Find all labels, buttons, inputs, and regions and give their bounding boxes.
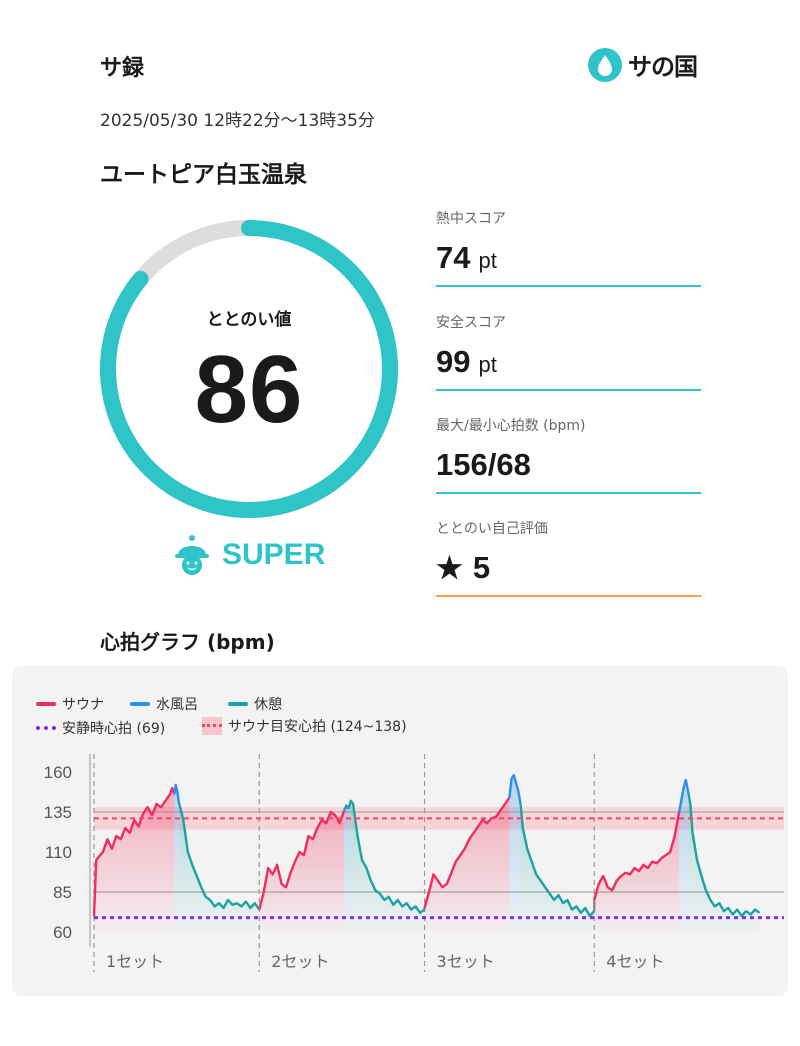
cold-bath-area bbox=[174, 784, 179, 932]
legend-cold-bath: 水風呂 bbox=[130, 694, 198, 714]
sauna-hr-line bbox=[92, 786, 176, 917]
y-tick-label: 60 bbox=[53, 923, 72, 942]
heat-score-unit: pt bbox=[478, 248, 497, 273]
grade-badge: SUPER bbox=[172, 533, 325, 577]
heart-rate-graph-panel: サウナ 水風呂 休憩 安静時心拍 (69) サウナ目安心拍 (124~138) … bbox=[12, 666, 788, 996]
self-evaluation-value: 5 bbox=[472, 550, 491, 585]
cold-bath-area bbox=[509, 775, 521, 932]
water-drop-icon bbox=[588, 47, 622, 82]
sauna-hat-mascot-icon bbox=[175, 535, 209, 575]
safety-score-label: 安全スコア bbox=[436, 315, 506, 331]
legend-label: 水風呂 bbox=[156, 697, 198, 713]
divider bbox=[436, 595, 701, 597]
safety-score-card: 安全スコア 99 pt bbox=[436, 312, 701, 391]
set-label: 2セット bbox=[271, 952, 329, 971]
legend-resting-hr: 安静時心拍 (69) bbox=[36, 718, 165, 738]
rest-hr-line bbox=[686, 790, 761, 918]
heart-rate-range-label: 最大/最小心拍数 (bpm) bbox=[436, 418, 586, 434]
legend-rest: 休憩 bbox=[228, 694, 282, 714]
legend-label: サウナ bbox=[62, 697, 104, 713]
legend-swatch bbox=[202, 717, 222, 735]
sauna-area bbox=[94, 788, 175, 932]
legend-label: サウナ目安心拍 (124~138) bbox=[228, 719, 407, 735]
session-datetime: 2025/05/30 12時22分〜13時35分 bbox=[100, 111, 375, 131]
rest-area bbox=[520, 804, 595, 932]
divider bbox=[436, 389, 701, 391]
legend-swatch bbox=[36, 702, 56, 706]
safety-score-unit: pt bbox=[478, 352, 497, 377]
gauge-progress bbox=[100, 220, 398, 518]
star-icon: ★ bbox=[436, 552, 463, 585]
set-label: 3セット bbox=[437, 952, 495, 971]
divider bbox=[436, 492, 701, 494]
totonoi-label: ととのい値 bbox=[206, 310, 292, 330]
rest-area bbox=[688, 791, 760, 932]
heat-score-card: 熱中スコア 74 pt bbox=[436, 208, 701, 287]
sauna-hr-line bbox=[258, 810, 346, 910]
heart-rate-range-card: 最大/最小心拍数 (bpm) 156/68 bbox=[436, 415, 701, 494]
legend-target-hr: サウナ目安心拍 (124~138) bbox=[202, 716, 407, 736]
self-evaluation-card: ととのい自己評価 ★ 5 bbox=[436, 518, 701, 597]
legend-label: 安静時心拍 (69) bbox=[62, 721, 166, 737]
cold-bath-area bbox=[344, 805, 349, 932]
y-tick-label: 160 bbox=[44, 763, 72, 782]
grade-label: SUPER bbox=[222, 538, 326, 571]
logo-text: サの国 bbox=[628, 53, 698, 81]
sauna-area bbox=[594, 812, 680, 932]
cold-bath-hr-line bbox=[173, 783, 181, 803]
heat-score-label: 熱中スコア bbox=[436, 211, 506, 227]
graph-title: 心拍グラフ (bpm) bbox=[100, 630, 275, 654]
facility-name: ユートピア白玉温泉 bbox=[100, 162, 307, 188]
y-tick-label: 85 bbox=[53, 883, 72, 902]
sauna-area bbox=[259, 810, 345, 932]
rest-area bbox=[348, 800, 425, 932]
legend-swatch bbox=[228, 702, 248, 706]
divider bbox=[436, 285, 701, 287]
heat-score-value: 74 bbox=[436, 240, 471, 275]
cold-bath-hr-line bbox=[508, 774, 522, 805]
app-logo: サの国 bbox=[588, 47, 698, 82]
y-tick-label: 110 bbox=[45, 843, 72, 862]
rest-hr-line bbox=[347, 799, 426, 914]
sauna-area bbox=[424, 797, 510, 932]
heart-rate-chart: 160 135 110 85 60 1セット 2セット 3セット 4セット bbox=[44, 754, 784, 972]
legend-label: 休憩 bbox=[254, 697, 282, 713]
safety-score-value: 99 bbox=[436, 344, 471, 379]
rest-area bbox=[178, 802, 260, 932]
rest-hr-line bbox=[177, 802, 261, 911]
self-evaluation-label: ととのい自己評価 bbox=[436, 521, 548, 537]
rest-hr-line bbox=[519, 803, 596, 918]
app-title: サ録 bbox=[100, 56, 145, 81]
legend-swatch bbox=[36, 726, 56, 730]
sauna-hr-line bbox=[423, 796, 511, 909]
totonoi-value: 86 bbox=[194, 336, 304, 443]
sauna-hr-line bbox=[593, 811, 681, 901]
y-tick-label: 135 bbox=[44, 803, 72, 822]
legend-swatch bbox=[130, 702, 150, 706]
heart-rate-range-value: 156/68 bbox=[436, 447, 531, 482]
set-label: 1セット bbox=[106, 952, 164, 971]
totonoi-gauge: ととのい値 86 bbox=[97, 217, 401, 521]
set-label: 4セット bbox=[606, 952, 664, 971]
legend-sauna: サウナ bbox=[36, 694, 104, 714]
cold-bath-hr-line bbox=[677, 778, 690, 813]
